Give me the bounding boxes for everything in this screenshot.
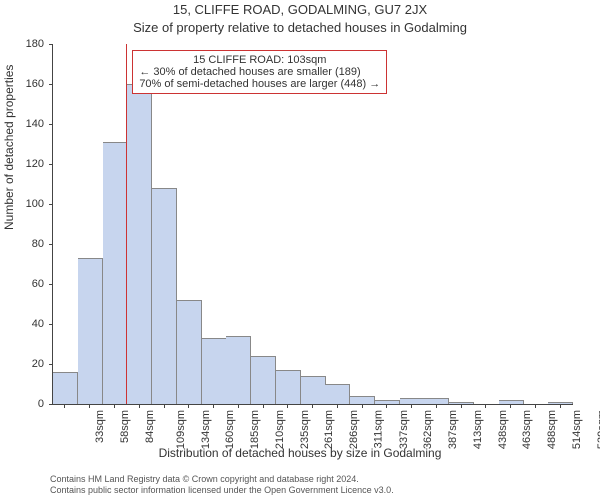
x-tick-label: 488sqm <box>546 410 558 449</box>
reference-marker-line <box>126 44 127 404</box>
annot-line-1: 15 CLIFFE ROAD: 103sqm <box>139 54 380 66</box>
y-tick-mark <box>49 84 53 85</box>
x-tick-mark <box>535 404 536 408</box>
y-tick-mark <box>49 44 53 45</box>
x-tick-label: 438sqm <box>497 410 509 449</box>
x-tick-mark <box>461 404 462 408</box>
y-tick-label: 80 <box>0 238 44 250</box>
x-tick-label: 413sqm <box>472 410 484 449</box>
x-tick-label: 463sqm <box>522 410 534 449</box>
y-tick-label: 120 <box>0 158 44 170</box>
x-tick-mark <box>263 404 264 408</box>
histogram-bar <box>350 396 375 404</box>
x-tick-mark <box>64 404 65 408</box>
annot-line-3: 70% of semi-detached houses are larger (… <box>139 78 380 90</box>
y-tick-label: 160 <box>0 78 44 90</box>
y-tick-label: 0 <box>0 398 44 410</box>
small-print-line-1: Contains HM Land Registry data © Crown c… <box>50 474 580 485</box>
footer-small-print: Contains HM Land Registry data © Crown c… <box>50 474 580 497</box>
x-tick-mark <box>89 404 90 408</box>
x-tick-label: 58sqm <box>119 410 131 443</box>
small-print-line-2: Contains public sector information licen… <box>50 485 580 496</box>
x-tick-mark <box>485 404 486 408</box>
y-tick-mark <box>49 124 53 125</box>
histogram-bar <box>103 142 128 404</box>
x-tick-mark <box>312 404 313 408</box>
x-tick-label: 33sqm <box>95 410 107 443</box>
y-ticks: 020406080100120140160180 <box>0 44 48 404</box>
annot-line-2: ← 30% of detached houses are smaller (18… <box>139 66 380 78</box>
y-tick-mark <box>49 204 53 205</box>
x-tick-mark <box>560 404 561 408</box>
x-tick-label: 210sqm <box>274 410 286 449</box>
y-tick-mark <box>49 164 53 165</box>
y-tick-label: 140 <box>0 118 44 130</box>
x-tick-label: 514sqm <box>571 410 583 449</box>
x-tick-label: 185sqm <box>249 410 261 449</box>
x-tick-label: 84sqm <box>144 410 156 443</box>
histogram-bar <box>226 336 251 404</box>
histogram-bar <box>202 338 227 404</box>
x-tick-mark <box>238 404 239 408</box>
x-tick-label: 134sqm <box>200 410 212 449</box>
y-tick-mark <box>49 284 53 285</box>
x-tick-mark <box>213 404 214 408</box>
x-tick-label: 261sqm <box>323 410 335 449</box>
histogram-bar <box>127 84 152 404</box>
y-tick-label: 180 <box>0 38 44 50</box>
y-tick-mark <box>49 364 53 365</box>
x-tick-mark <box>386 404 387 408</box>
x-tick-mark <box>114 404 115 408</box>
y-tick-mark <box>49 404 53 405</box>
x-tick-label: 539sqm <box>596 410 600 449</box>
x-tick-label: 286sqm <box>348 410 360 449</box>
x-tick-mark <box>411 404 412 408</box>
y-tick-mark <box>49 324 53 325</box>
x-tick-label: 311sqm <box>372 410 384 448</box>
x-tick-mark <box>337 404 338 408</box>
x-tick-label: 337sqm <box>398 410 410 449</box>
histogram-bar <box>301 376 326 404</box>
x-tick-mark <box>164 404 165 408</box>
histogram-bar <box>325 384 350 404</box>
y-tick-label: 60 <box>0 278 44 290</box>
y-tick-label: 100 <box>0 198 44 210</box>
x-tick-mark <box>362 404 363 408</box>
page-title: 15, CLIFFE ROAD, GODALMING, GU7 2JX <box>0 2 600 17</box>
histogram-bar <box>78 258 103 404</box>
x-tick-mark <box>287 404 288 408</box>
y-tick-label: 40 <box>0 318 44 330</box>
x-tick-mark <box>510 404 511 408</box>
y-tick-label: 20 <box>0 358 44 370</box>
chart-plot-area: 15 CLIFFE ROAD: 103sqm ← 30% of detached… <box>52 44 573 405</box>
histogram-bar <box>177 300 202 404</box>
x-tick-label: 109sqm <box>175 410 187 449</box>
histogram-bar <box>152 188 177 404</box>
x-tick-label: 387sqm <box>447 410 459 449</box>
x-tick-label: 160sqm <box>224 410 236 449</box>
y-tick-mark <box>49 244 53 245</box>
histogram-bar <box>53 372 78 404</box>
x-tick-mark <box>436 404 437 408</box>
x-tick-mark <box>188 404 189 408</box>
annotation-box: 15 CLIFFE ROAD: 103sqm ← 30% of detached… <box>132 50 387 94</box>
x-ticks: 33sqm 58sqm 84sqm 109sqm 134sqm 160sqm 185sqm 2… <box>52 404 572 449</box>
chart-subtitle: Size of property relative to detached ho… <box>0 20 600 35</box>
x-tick-mark <box>139 404 140 408</box>
x-tick-label: 362sqm <box>423 410 435 449</box>
histogram-bar <box>276 370 301 404</box>
x-tick-label: 235sqm <box>299 410 311 449</box>
histogram-bar <box>251 356 276 404</box>
